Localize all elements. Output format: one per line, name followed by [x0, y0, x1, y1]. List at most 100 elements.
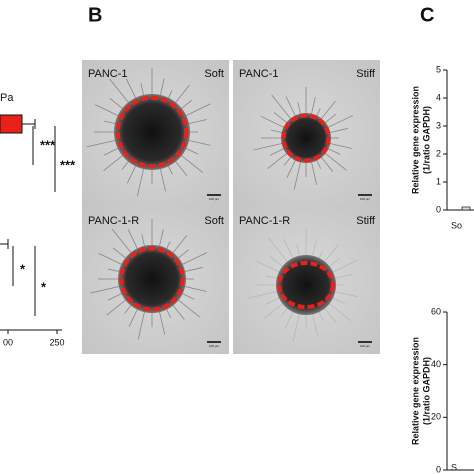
protrusion [178, 153, 204, 173]
protrusion [269, 147, 286, 156]
legend-fragment: Pa [0, 92, 14, 104]
spheroid [118, 245, 186, 313]
bar [0, 114, 23, 134]
y-tick-label: 4 [436, 92, 441, 102]
significance: * [20, 261, 26, 276]
significance: *** [60, 157, 76, 172]
protrusion [327, 128, 349, 134]
outline [119, 246, 185, 312]
scale-label: 100 µm [209, 344, 220, 348]
protrusion [260, 115, 286, 129]
protrusion [326, 301, 351, 321]
protrusion [322, 244, 339, 265]
y-tick-label: 5 [436, 64, 441, 74]
micrograph: PANC-1-R Stiff 100 µm [233, 207, 380, 354]
scale-label: 100 µm [360, 197, 371, 201]
y-tick-label: 1 [436, 176, 441, 186]
protrusion [323, 151, 347, 171]
x-label-fragment: S [451, 462, 457, 472]
x-tick-label: 00 [3, 337, 13, 347]
protrusion [95, 104, 122, 118]
protrusion [311, 239, 317, 259]
y-axis-label: (1/ratio GAPDH) [421, 357, 431, 425]
panel-letter: B [88, 4, 102, 26]
micrograph: PANC-1 Stiff 100 µm [233, 60, 380, 207]
y-tick-label: 0 [436, 204, 441, 214]
protrusion [185, 139, 211, 146]
spheroid [114, 94, 190, 170]
outline [277, 261, 335, 309]
y-axis-label: Relative gene expression [410, 337, 420, 445]
protrusion [332, 273, 353, 280]
protrusion [181, 267, 203, 273]
y-tick-label: 2 [436, 148, 441, 158]
protrusion [284, 309, 295, 330]
protrusion [319, 155, 334, 172]
protrusion [170, 302, 185, 320]
protrusion [267, 151, 289, 169]
cell-line: PANC-1 [239, 68, 279, 80]
protrusion [311, 311, 319, 337]
protrusion [90, 285, 123, 294]
condition: Stiff [356, 68, 376, 80]
y-tick-label: 3 [436, 120, 441, 130]
protrusion [98, 253, 125, 267]
spheroid [281, 113, 331, 163]
panel-letter: C [420, 4, 434, 26]
protrusion [170, 234, 188, 256]
bar [461, 206, 471, 211]
outline [281, 113, 331, 163]
protrusion [182, 103, 211, 118]
scale-label: 100 µm [209, 197, 220, 201]
protrusion [103, 153, 126, 171]
protrusion [326, 115, 354, 129]
x-label-fragment: So [451, 220, 462, 230]
protrusion [136, 165, 145, 197]
cell-line: PANC-1 [88, 68, 128, 80]
condition: Stiff [356, 215, 376, 227]
protrusion [127, 229, 140, 252]
protrusion [173, 84, 190, 106]
protrusion [175, 297, 200, 318]
protrusion [253, 142, 285, 151]
cell-line: PANC-1-R [239, 215, 290, 227]
protrusion [269, 256, 286, 269]
y-tick-label: 60 [431, 306, 441, 316]
protrusion [268, 237, 290, 265]
protrusion [109, 78, 131, 106]
y-tick-label: 0 [436, 464, 441, 474]
protrusion [265, 296, 282, 305]
micrograph: PANC-1 Soft 100 µm [82, 60, 229, 207]
y-tick-label: 20 [431, 412, 441, 422]
protrusion [158, 308, 166, 335]
protrusion [323, 113, 336, 125]
protrusion [106, 297, 129, 316]
protrusion [126, 78, 138, 102]
protrusion [158, 229, 164, 250]
protrusion [326, 147, 341, 155]
spheroid [276, 255, 336, 315]
y-axis-label: (1/ratio GAPDH) [421, 106, 431, 174]
protrusion [271, 94, 293, 121]
y-axis-label: Relative gene expression [410, 86, 420, 194]
significance: *** [40, 137, 56, 152]
protrusion [128, 306, 140, 327]
protrusion [285, 96, 297, 118]
protrusion [159, 165, 166, 192]
protrusion [319, 101, 336, 121]
cell-line: PANC-1-R [88, 215, 139, 227]
protrusion [248, 290, 280, 299]
protrusion [179, 252, 208, 267]
protrusion [327, 142, 352, 149]
protrusion [273, 112, 289, 125]
protrusion [332, 290, 357, 297]
protrusion [292, 311, 301, 342]
outline [115, 95, 189, 169]
protrusion [256, 260, 282, 274]
panel-a: Pa *** *** * * 00 250 [0, 92, 76, 347]
protrusion [263, 301, 286, 319]
protrusion [322, 305, 337, 323]
scale-label: 100 µm [360, 344, 371, 348]
